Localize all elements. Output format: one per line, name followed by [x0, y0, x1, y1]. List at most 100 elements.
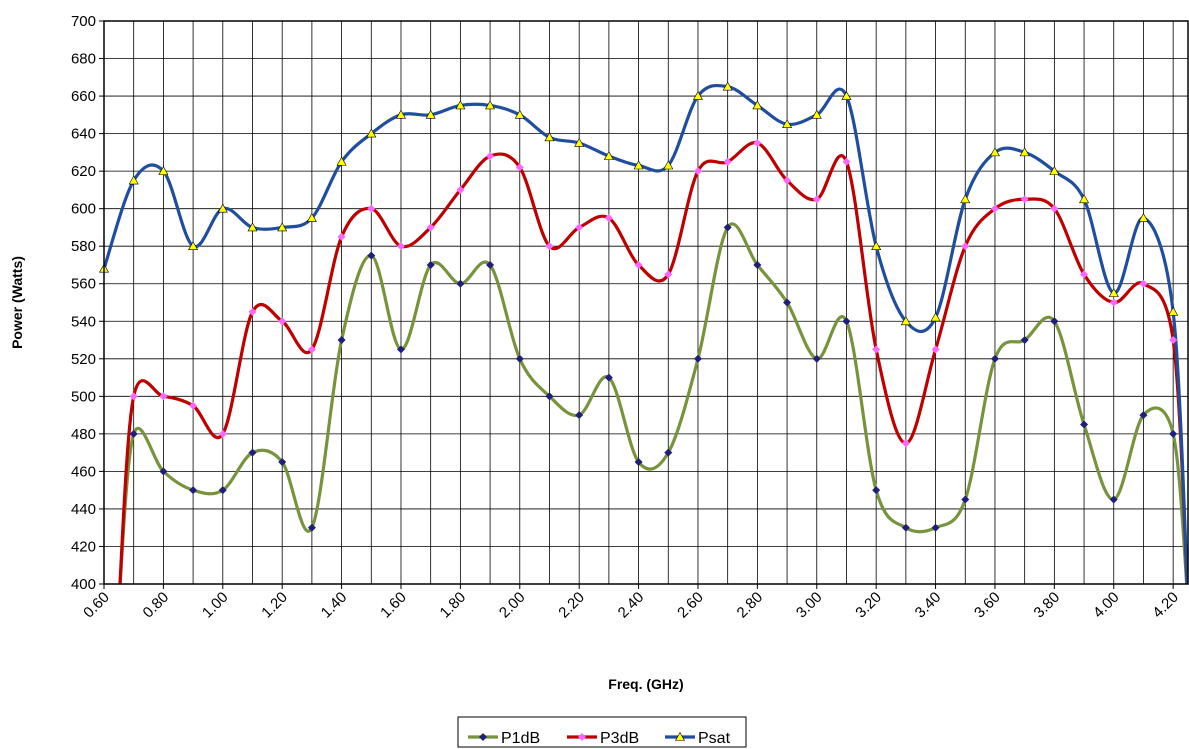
data-point-psat: [158, 166, 169, 175]
data-point-psat: [1079, 194, 1090, 204]
legend-box: [457, 716, 747, 748]
y-tick-label: 640: [71, 126, 96, 143]
data-point-p3db: [189, 401, 198, 410]
x-tick-label: 0.60: [80, 589, 113, 622]
data-point-p3db: [218, 429, 227, 438]
x-tick-label: 1.60: [377, 589, 410, 622]
gridlines: [103, 20, 1188, 585]
data-point-p3db: [485, 152, 495, 161]
y-tick-label: 500: [71, 388, 96, 405]
y-tick-label: 480: [71, 426, 96, 443]
series-line-p3db: [118, 141, 1188, 584]
x-tick-label: 0.80: [140, 589, 173, 622]
data-point-p3db: [129, 392, 138, 401]
x-tick-label: 3.80: [1031, 589, 1064, 622]
data-point-p1db: [1109, 495, 1118, 504]
data-point-psat: [1168, 306, 1179, 316]
data-point-psat: [306, 212, 317, 222]
data-point-p3db: [812, 195, 821, 204]
legend-marker-psat: [674, 731, 686, 741]
data-point-p1db: [189, 486, 198, 495]
data-point-p1db: [426, 260, 435, 270]
x-tick-label: 3.20: [852, 589, 885, 622]
data-point-p1db: [485, 260, 495, 270]
data-point-p1db: [634, 457, 643, 467]
data-point-psat: [574, 137, 585, 147]
x-tick-label: 2.20: [555, 589, 588, 622]
series-points-p3db: [129, 138, 1178, 448]
data-point-p1db: [901, 523, 910, 532]
legend-label-psat: Psat: [698, 730, 731, 747]
data-point-p1db: [218, 486, 227, 495]
data-point-psat: [395, 109, 406, 119]
x-tick-label: 3.00: [793, 589, 826, 622]
data-point-p3db: [782, 176, 792, 185]
data-point-p3db: [604, 213, 613, 223]
series-markers: [98, 81, 1179, 532]
data-point-p1db: [604, 373, 613, 382]
x-tick-label: 2.60: [674, 589, 707, 622]
x-tick-label: 2.00: [496, 589, 529, 622]
data-point-p3db: [575, 223, 584, 232]
data-point-p3db: [159, 392, 168, 401]
data-point-p3db: [396, 242, 406, 251]
data-point-p3db: [901, 439, 910, 448]
data-point-p3db: [515, 163, 524, 172]
data-point-psat: [277, 222, 288, 232]
data-point-p1db: [872, 486, 881, 495]
data-point-psat: [544, 132, 555, 142]
legend-marker-p3db: [577, 732, 587, 742]
legend-item-p1db: P1dB: [468, 730, 540, 747]
data-point-p3db: [990, 204, 1000, 213]
x-tick-label: 4.20: [1149, 589, 1182, 622]
plot-area-frame: [103, 20, 1189, 585]
data-point-p1db: [337, 335, 346, 345]
data-point-p1db: [842, 317, 851, 326]
data-point-p1db: [1169, 429, 1178, 438]
data-point-psat: [1138, 212, 1149, 222]
y-tick-label: 520: [71, 351, 96, 368]
data-point-p1db: [664, 448, 673, 457]
legend-marker-p1db: [478, 732, 488, 742]
y-tick-label: 700: [71, 13, 96, 30]
data-point-p1db: [782, 298, 792, 307]
y-tick-label: 580: [71, 238, 96, 255]
data-point-psat: [1108, 288, 1119, 297]
data-point-psat: [128, 175, 139, 185]
x-tick-label: 3.40: [912, 589, 945, 622]
data-point-psat: [960, 194, 971, 204]
y-tick-label: 420: [71, 538, 96, 555]
data-point-psat: [188, 241, 199, 250]
data-point-psat: [1019, 147, 1030, 157]
data-point-psat: [722, 81, 733, 91]
data-point-psat: [841, 90, 852, 100]
data-point-psat: [989, 147, 1000, 157]
data-point-p1db: [961, 495, 970, 504]
data-point-p3db: [426, 223, 435, 232]
data-point-p3db: [842, 157, 851, 166]
data-point-p1db: [515, 354, 524, 363]
legend-item-psat: Psat: [665, 730, 731, 747]
data-point-p3db: [872, 345, 881, 354]
data-point-p3db: [634, 260, 643, 270]
data-point-p3db: [1020, 195, 1029, 204]
series-points-psat: [98, 81, 1179, 326]
x-tick-label: 2.80: [734, 589, 767, 622]
data-point-p1db: [1079, 420, 1089, 429]
legend-label-p1db: P1dB: [501, 730, 540, 747]
data-point-p1db: [307, 523, 316, 532]
data-point-p1db: [129, 429, 138, 438]
data-point-p3db: [367, 204, 376, 213]
data-point-p3db: [278, 317, 287, 326]
data-point-p1db: [278, 457, 287, 467]
data-point-psat: [366, 128, 377, 138]
y-tick-label: 600: [71, 201, 96, 218]
data-point-p3db: [1079, 270, 1089, 279]
series-lines: [104, 83, 1188, 584]
data-point-psat: [782, 119, 793, 129]
data-point-psat: [603, 151, 614, 160]
x-axis-title: Freq. (GHz): [608, 676, 683, 692]
data-point-p1db: [367, 251, 376, 260]
data-point-p1db: [159, 467, 168, 476]
